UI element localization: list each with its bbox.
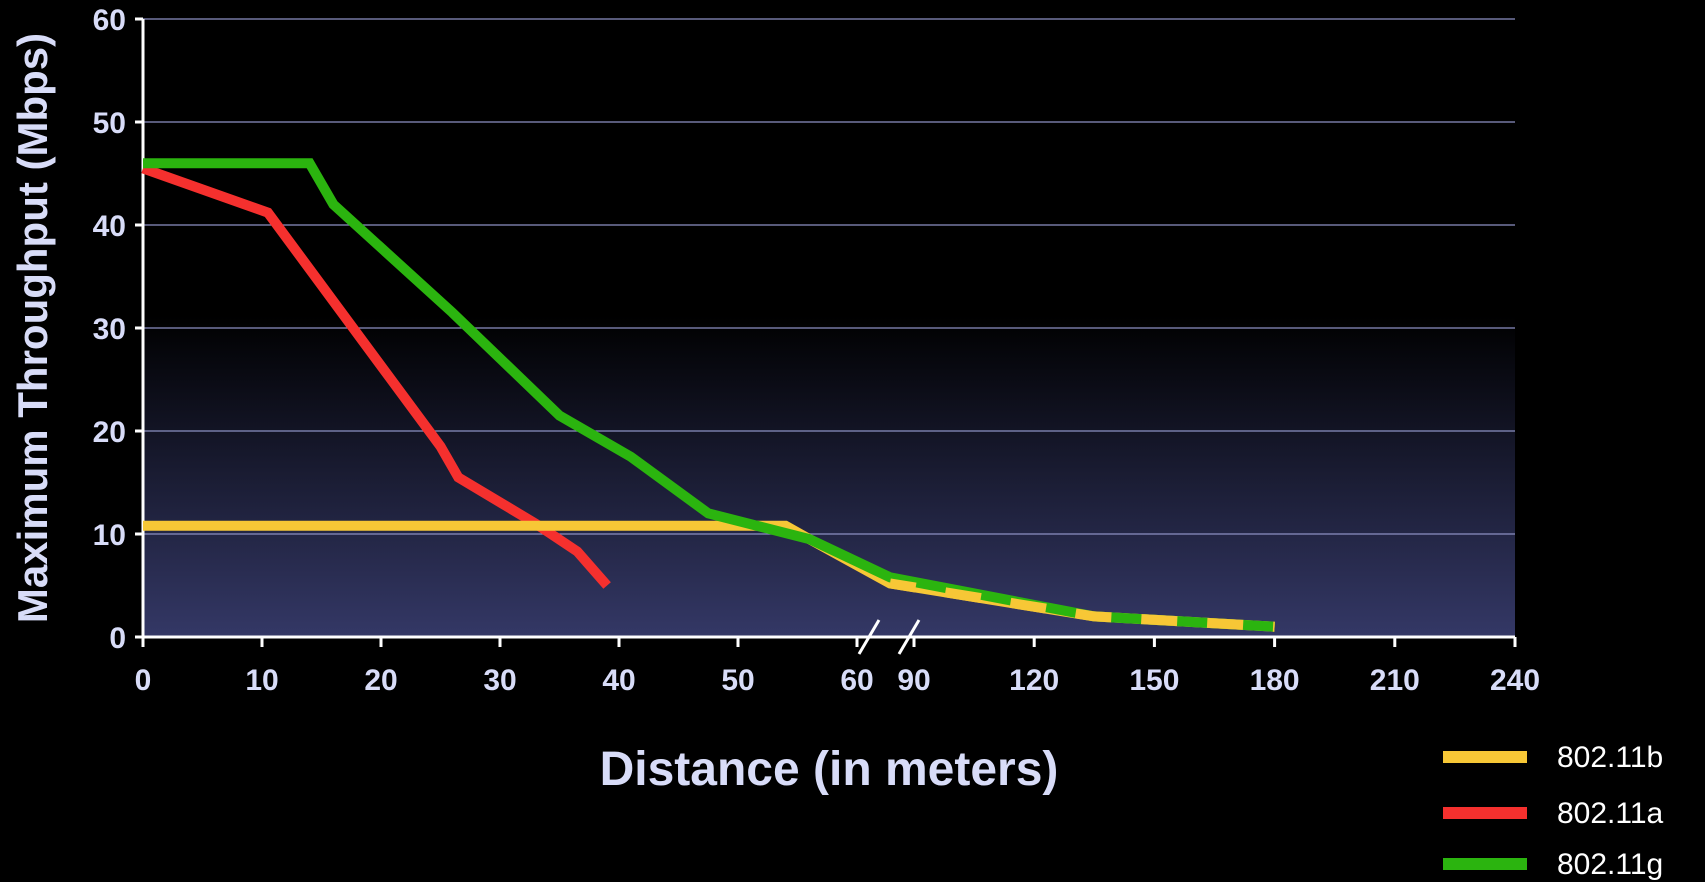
x-tick-label: 50 [721, 664, 754, 697]
series-lines [141, 158, 1275, 632]
x-tick-label: 40 [602, 664, 635, 697]
grid-lines [143, 18, 1515, 535]
y-tick-label: 40 [93, 210, 126, 243]
series-line-802.11b-overlay [889, 578, 1275, 632]
x-tick-label: 120 [1009, 664, 1059, 697]
x-tick-label: 60 [840, 664, 873, 697]
x-tick-label: 10 [245, 664, 278, 697]
x-tick-label: 240 [1490, 664, 1540, 697]
y-tick-label: 60 [93, 4, 126, 37]
axis-break-mark [897, 619, 921, 655]
y-tick-label: 10 [93, 519, 126, 552]
x-tick-labels: 0 10 20 30 40 50 60 90 120 150 180 210 240 [135, 664, 1540, 697]
x-tick-label: 0 [135, 664, 152, 697]
series-line-802.11a [141, 163, 611, 589]
x-tick-label: 210 [1370, 664, 1420, 697]
x-axis-label: Distance (in meters) [600, 743, 1059, 796]
y-tick-label: 50 [93, 107, 126, 140]
axis-break-mark [857, 619, 881, 655]
y-axis-label: Maximum Throughput (Mbps) [9, 33, 56, 623]
legend-label-802.11g: 802.11g [1557, 848, 1663, 881]
x-tick-label: 150 [1129, 664, 1179, 697]
y-tick-label: 0 [109, 622, 126, 655]
y-tick-labels: 0 10 20 30 40 50 60 [93, 4, 126, 655]
y-tick-label: 20 [93, 416, 126, 449]
x-tick-label: 30 [483, 664, 516, 697]
legend: 802.11b 802.11a 802.11g [1443, 741, 1664, 881]
x-tick-label: 20 [364, 664, 397, 697]
legend-label-802.11b: 802.11b [1557, 741, 1663, 774]
legend-label-802.11a: 802.11a [1557, 797, 1664, 830]
x-tick-label: 90 [897, 664, 930, 697]
axes [135, 17, 1517, 655]
x-tick-label: 180 [1250, 664, 1300, 697]
y-tick-label: 30 [93, 313, 126, 346]
